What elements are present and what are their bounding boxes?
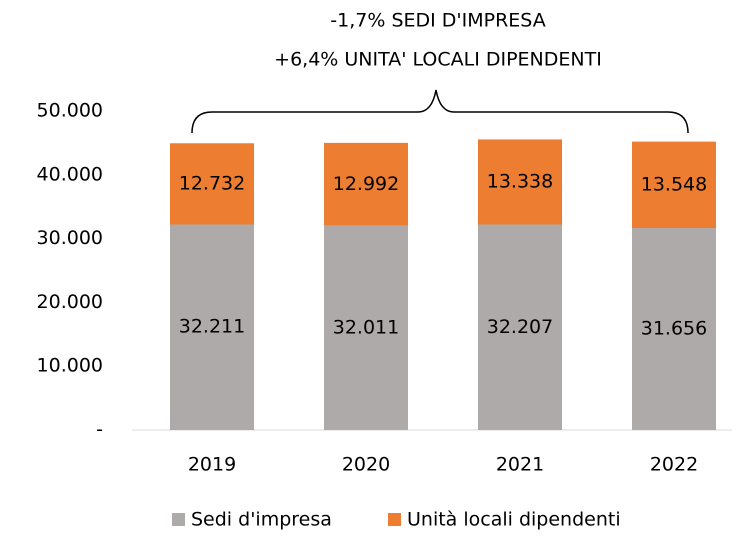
legend-swatch [388, 513, 401, 526]
y-tick-label: - [96, 419, 103, 441]
bar-segment [170, 143, 254, 225]
x-tick-label: 2020 [342, 454, 390, 476]
annotation: -1,7% SEDI D'IMPRESA [330, 10, 545, 32]
bar-segment [632, 141, 716, 229]
legend-label: Unità locali dipendenti [407, 509, 621, 531]
data-label: 32.211 [179, 316, 245, 338]
data-label: 32.011 [333, 316, 399, 338]
y-tick-label: 20.000 [37, 291, 103, 313]
x-tick-label: 2022 [650, 454, 698, 476]
bar-segment [170, 224, 254, 430]
data-label: 13.338 [487, 170, 553, 192]
data-label: 32.207 [487, 316, 553, 338]
bar-segment [478, 224, 562, 430]
data-label: 12.992 [333, 173, 399, 195]
y-tick-label: 40.000 [37, 163, 103, 185]
bar-segment [478, 139, 562, 225]
x-tick-label: 2019 [188, 454, 236, 476]
legend-swatch [172, 513, 185, 526]
y-tick-label: 10.000 [37, 355, 103, 377]
data-label: 31.656 [641, 318, 707, 340]
bar-segment [632, 228, 716, 430]
y-tick-label: 50.000 [37, 100, 103, 122]
x-tick-label: 2021 [496, 454, 544, 476]
annotation: +6,4% UNITA' LOCALI DIPENDENTI [274, 49, 602, 71]
y-tick-label: 30.000 [37, 227, 103, 249]
brace [191, 89, 689, 134]
legend-label: Sedi d'impresa [191, 509, 332, 531]
bar-segment [324, 142, 408, 226]
data-label: 13.548 [641, 173, 707, 195]
data-label: 12.732 [179, 172, 245, 194]
bar-segment [324, 225, 408, 430]
